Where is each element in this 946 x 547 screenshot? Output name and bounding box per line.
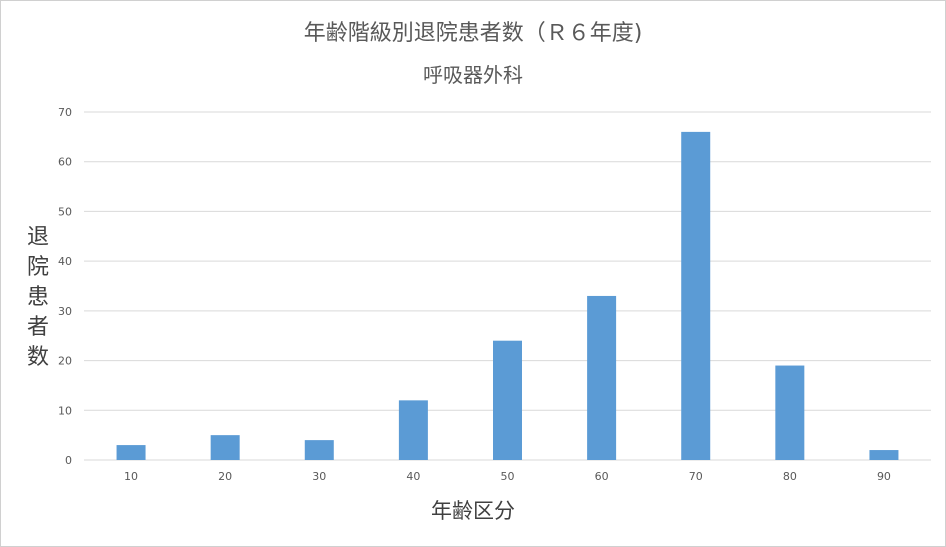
x-tick-label: 30	[312, 470, 326, 483]
chart-title: 年齢階級別退院患者数（Ｒ６年度)	[303, 21, 643, 46]
bar	[398, 400, 428, 460]
x-tick-label: 10	[124, 470, 138, 483]
y-tick-label: 70	[58, 106, 72, 119]
x-axis-label: 年齢区分	[431, 499, 515, 523]
y-tick-label: 30	[58, 305, 72, 318]
y-tick-label: 0	[65, 454, 72, 467]
bar	[587, 295, 617, 460]
bar	[493, 340, 522, 460]
y-axis-label-char: 退	[26, 225, 49, 250]
x-tick-label: 80	[783, 470, 797, 483]
chart-subtitle: 呼吸器外科	[423, 63, 523, 87]
y-tick-label: 10	[58, 404, 72, 417]
x-tick-label: 20	[218, 470, 232, 483]
y-tick-label: 50	[58, 205, 72, 218]
y-axis-label: 退院患者数	[23, 223, 53, 373]
x-tick-label: 50	[501, 470, 515, 483]
x-tick-label: 60	[595, 470, 609, 483]
bar	[775, 365, 805, 460]
y-tick-label: 60	[58, 156, 72, 169]
y-axis-label-char: 院	[26, 255, 49, 280]
x-tick-label: 70	[689, 470, 703, 483]
bar	[681, 131, 711, 460]
y-axis-label-char: 数	[26, 345, 49, 370]
bar	[116, 445, 146, 460]
x-tick-label: 90	[877, 470, 891, 483]
y-tick-label: 40	[58, 255, 72, 268]
bar	[869, 450, 899, 460]
y-axis-label-char: 者	[26, 315, 49, 340]
bar	[304, 440, 334, 460]
x-tick-label: 40	[406, 470, 420, 483]
bar	[210, 435, 240, 460]
y-axis-label-char: 患	[26, 285, 49, 310]
y-tick-label: 20	[58, 355, 72, 368]
